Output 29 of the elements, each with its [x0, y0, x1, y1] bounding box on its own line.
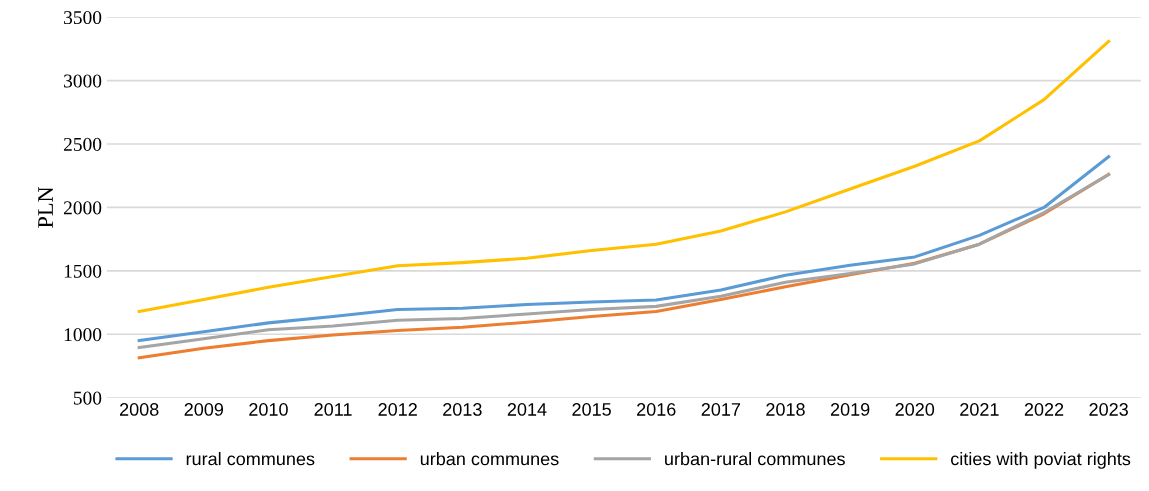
y-tick-label: 1500 — [64, 264, 102, 278]
x-tick-label: 2015 — [572, 403, 611, 416]
legend-label: rural communes — [186, 452, 315, 466]
y-tick-label: 2000 — [63, 201, 102, 215]
x-tick-label: 2020 — [895, 403, 935, 416]
x-tick-label: 2021 — [960, 403, 999, 416]
x-tick-label: 2014 — [507, 403, 547, 416]
x-tick-label: 2023 — [1089, 403, 1128, 416]
x-tick-label: 2009 — [184, 403, 224, 416]
x-tick-label: 2018 — [766, 403, 805, 416]
legend-label: urban communes — [420, 452, 559, 466]
y-tick-label: 2500 — [63, 137, 102, 151]
x-tick-label: 2010 — [249, 403, 288, 416]
x-tick-label: 2019 — [830, 403, 870, 416]
x-tick-label: 2016 — [637, 403, 676, 416]
x-tick-label: 2012 — [378, 403, 417, 416]
y-axis-title: PLN — [38, 186, 53, 228]
line-series — [137, 39, 1111, 313]
x-tick-label: 2008 — [120, 403, 159, 416]
y-tick-label: 3500 — [64, 11, 102, 25]
y-tick-label: 1000 — [64, 328, 102, 342]
legend-label: cities with poviat rights — [951, 452, 1131, 469]
y-tick-label: 500 — [73, 391, 102, 405]
x-tick-label: 2022 — [1024, 403, 1064, 416]
x-tick-label: 2011 — [314, 403, 352, 416]
x-tick-label: 2013 — [443, 403, 482, 416]
legend-label: urban-rural communes — [665, 452, 845, 466]
x-tick-label: 2017 — [701, 403, 741, 416]
y-tick-label: 3000 — [64, 74, 102, 88]
